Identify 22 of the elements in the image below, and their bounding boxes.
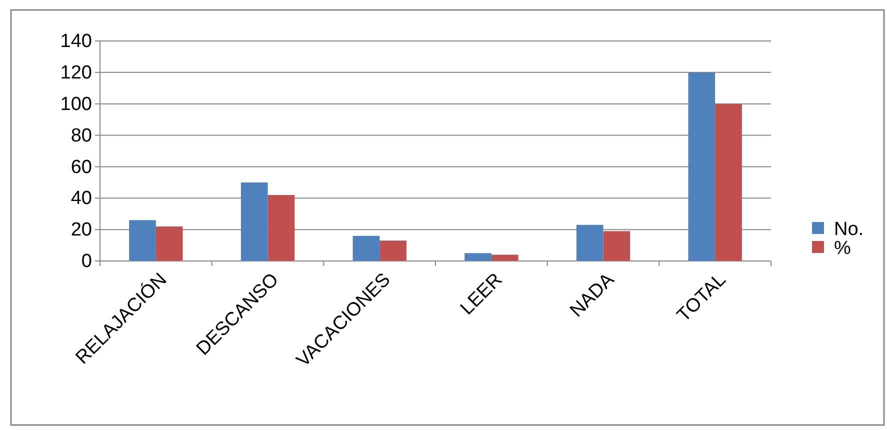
y-tick-label: 80: [70, 125, 92, 146]
legend-label: %: [834, 238, 851, 259]
bar: [156, 226, 183, 261]
bar: [715, 104, 742, 261]
y-tick-label: 60: [70, 156, 92, 178]
bar: [352, 236, 380, 261]
y-tick-label: 20: [70, 220, 92, 241]
bar: [688, 72, 716, 261]
y-tick-label: 140: [60, 31, 92, 52]
legend-label: No.: [834, 219, 864, 240]
y-tick-label: 120: [60, 62, 92, 84]
bar: [464, 253, 492, 261]
y-tick-label: 0: [81, 251, 92, 272]
bar: [380, 240, 406, 261]
bar: [576, 224, 604, 261]
y-tick-label: 40: [70, 188, 92, 210]
bar: [491, 254, 518, 261]
bar: [268, 195, 295, 261]
bar: [603, 231, 630, 261]
y-tick-label: 100: [60, 94, 92, 115]
bar: [129, 220, 156, 261]
bar: [240, 182, 268, 261]
